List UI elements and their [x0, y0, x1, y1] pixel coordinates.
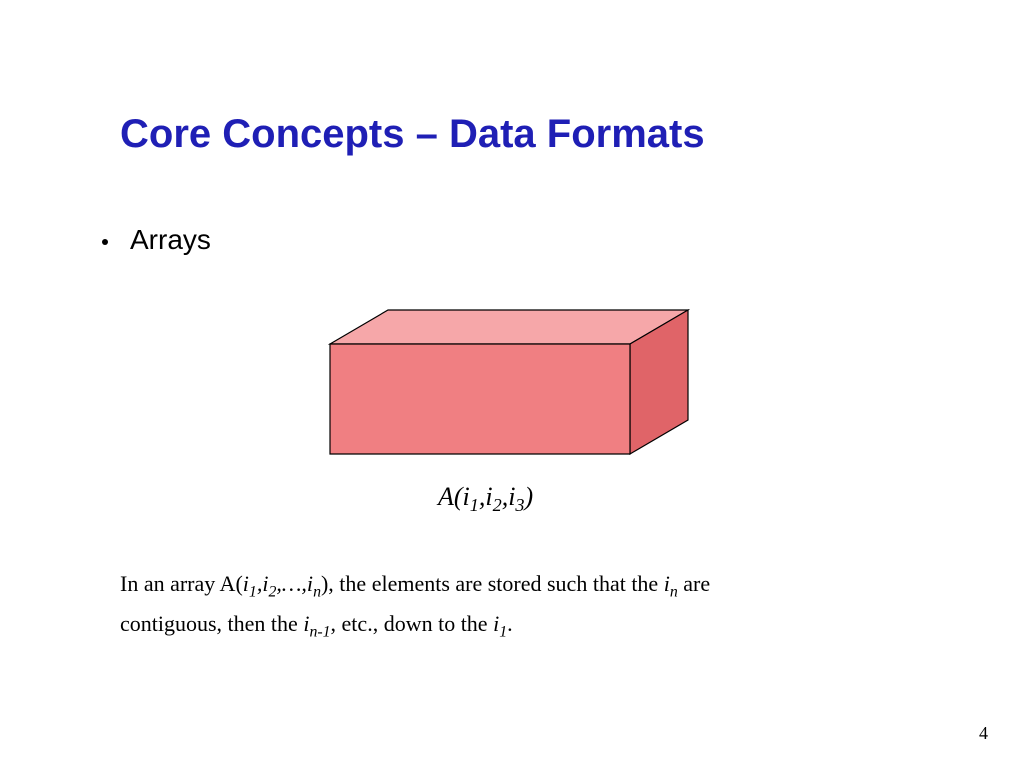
- caption-A: A(i: [438, 482, 470, 511]
- t: , etc., down to the: [331, 611, 494, 636]
- t: 1: [499, 624, 507, 641]
- slide-title: Core Concepts – Data Formats: [120, 112, 705, 157]
- array-cuboid-diagram: [328, 308, 690, 456]
- caption-sub3: 3: [515, 495, 524, 515]
- t: are: [678, 571, 710, 596]
- caption-sub1: 1: [470, 495, 479, 515]
- t: In an array A(: [120, 571, 243, 596]
- bullet-arrays: Arrays: [102, 224, 211, 256]
- caption-sep2: ,i: [502, 482, 516, 511]
- t: ,…,i: [276, 571, 313, 596]
- bullet-text: Arrays: [130, 224, 211, 256]
- body-line-2: contiguous, then the in-1, etc., down to…: [120, 608, 710, 648]
- page-number: 4: [979, 723, 988, 744]
- caption-sep1: ,i: [479, 482, 493, 511]
- t: ), the elements are stored such that the: [321, 571, 664, 596]
- t: n-1: [309, 624, 330, 641]
- t: ,i: [257, 571, 269, 596]
- t: .: [507, 611, 513, 636]
- caption-sub2: 2: [493, 495, 502, 515]
- array-caption: A(i1,i2,i3): [438, 482, 533, 516]
- t: n: [670, 583, 678, 600]
- body-line-1: In an array A(i1,i2,…,in), the elements …: [120, 568, 710, 608]
- t: 1: [249, 583, 257, 600]
- t: contiguous, then the: [120, 611, 303, 636]
- bullet-dot-icon: [102, 239, 108, 245]
- slide: Core Concepts – Data Formats Arrays A(i1…: [0, 0, 1024, 768]
- body-paragraph: In an array A(i1,i2,…,in), the elements …: [120, 568, 710, 649]
- caption-close: ): [525, 482, 534, 511]
- t: n: [313, 583, 321, 600]
